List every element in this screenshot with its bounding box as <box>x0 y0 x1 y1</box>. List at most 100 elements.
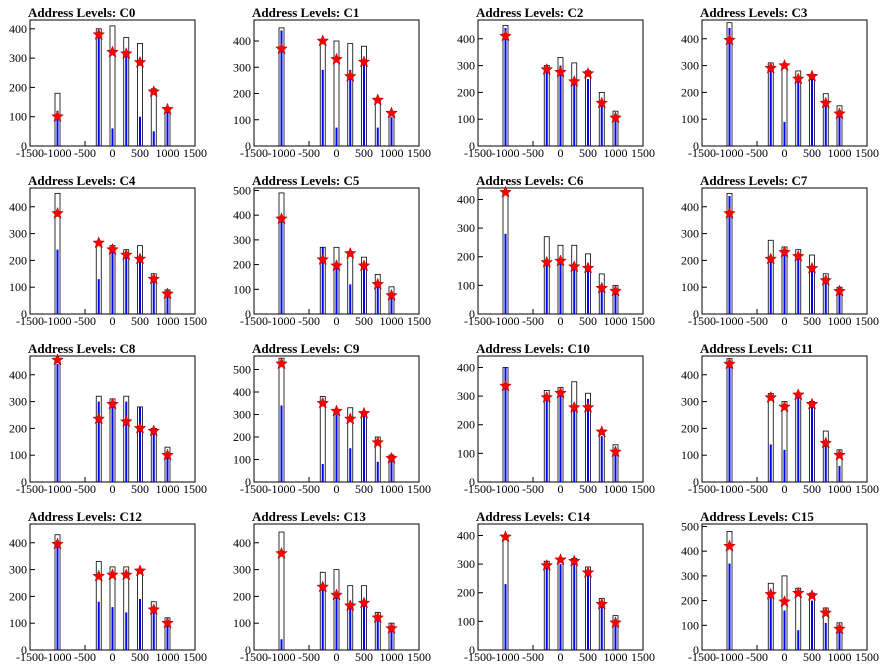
x-tick-label: 1000 <box>380 482 404 496</box>
x-tick-label: 0 <box>782 146 788 160</box>
star-marker <box>723 539 736 552</box>
fill-bar <box>545 70 548 146</box>
x-tick-label: -1000 <box>44 146 72 160</box>
y-tick-label: 300 <box>9 227 27 241</box>
x-tick-label: 1500 <box>183 482 207 496</box>
fill-bar <box>349 448 352 482</box>
chart-title: Address Levels: C10 <box>476 341 590 356</box>
star-marker <box>723 206 736 219</box>
x-tick-label: 1500 <box>183 650 207 664</box>
fill-bar <box>125 255 128 314</box>
fill-bar <box>728 28 731 146</box>
x-tick-label: 1000 <box>380 146 404 160</box>
x-tick-label: -1500 <box>16 314 44 328</box>
fill-bar <box>166 295 169 314</box>
star-marker <box>371 277 385 290</box>
star-marker <box>316 34 330 47</box>
star-marker <box>106 45 119 58</box>
fill-bar <box>390 459 393 482</box>
y-tick-label: 500 <box>233 183 251 197</box>
x-tick-label: 1000 <box>380 314 404 328</box>
fill-bar <box>56 249 59 314</box>
x-tick-label: -500 <box>298 650 320 664</box>
fill-bar <box>797 81 800 146</box>
fill-bar <box>587 575 589 650</box>
fill-bar <box>824 281 827 314</box>
fill-bar <box>783 121 786 146</box>
star-marker <box>595 96 609 109</box>
chart-title: Address Levels: C3 <box>700 5 808 20</box>
x-tick-label: 1000 <box>828 482 852 496</box>
fill-bar <box>545 262 548 314</box>
x-tick-label: 1000 <box>604 650 628 664</box>
fill-bar <box>376 127 379 146</box>
fill-bar <box>125 401 128 482</box>
y-tick-label: 200 <box>9 421 27 435</box>
y-tick-label: 200 <box>9 589 27 603</box>
chart-c7: Address Levels: C7 0 100 200 300 400 -1500 -100… <box>681 173 879 328</box>
y-tick-label: 200 <box>457 586 475 600</box>
chart-title: Address Levels: C1 <box>252 5 359 20</box>
x-tick-label: -500 <box>298 482 320 496</box>
star-marker <box>581 400 595 413</box>
x-tick-label: 0 <box>558 146 564 160</box>
x-tick-label: -1500 <box>240 146 268 160</box>
y-tick-label: 400 <box>9 536 27 550</box>
y-tick-label: 400 <box>681 32 699 46</box>
fill-bar <box>363 64 365 146</box>
x-tick-label: -1000 <box>268 650 296 664</box>
chart-c2: Address Levels: C2 0 100 200 300 400 -1500 -100… <box>457 5 655 160</box>
star-marker <box>275 546 288 559</box>
x-tick-label: 1000 <box>156 146 180 160</box>
x-tick-label: 1500 <box>855 314 879 328</box>
star-marker <box>833 622 846 635</box>
y-tick-label: 0 <box>469 139 475 153</box>
chart-c3: Address Levels: C3 0 100 200 300 400 -1500 -100… <box>681 5 879 160</box>
fill-bar <box>335 127 338 146</box>
y-tick-label: 0 <box>21 307 27 321</box>
y-tick-label: 100 <box>9 280 27 294</box>
star-marker <box>51 537 64 550</box>
x-tick-label: 0 <box>110 482 116 496</box>
chart-title: Address Levels: C11 <box>700 341 813 356</box>
fill-bar <box>363 412 365 482</box>
x-tick-label: 0 <box>334 650 340 664</box>
x-tick-label: -500 <box>522 482 544 496</box>
chart-c13: Address Levels: C13 0 100 200 300 400 -1500 -10… <box>233 509 431 664</box>
y-tick-label: 0 <box>469 475 475 489</box>
x-tick-label: -1000 <box>716 146 744 160</box>
star-marker <box>778 595 791 608</box>
fill-bar <box>838 465 841 482</box>
star-marker <box>147 424 161 437</box>
x-tick-label: -1500 <box>688 650 716 664</box>
fill-bar <box>390 628 393 650</box>
star-marker <box>554 254 567 267</box>
y-tick-label: 400 <box>457 32 475 46</box>
star-marker <box>330 259 343 272</box>
fill-bar <box>139 599 141 650</box>
star-marker <box>540 62 554 76</box>
y-tick-label: 100 <box>457 614 475 628</box>
fill-bar <box>573 404 576 482</box>
chart-title: Address Levels: C6 <box>476 173 584 188</box>
y-tick-label: 400 <box>233 536 251 550</box>
star-marker <box>764 390 778 403</box>
x-tick-label: 500 <box>131 650 149 664</box>
x-tick-label: 500 <box>803 314 821 328</box>
fill-bar <box>838 292 841 314</box>
y-tick-label: 200 <box>681 594 699 608</box>
chart-title: Address Levels: C7 <box>700 173 808 188</box>
y-tick-label: 400 <box>681 368 699 382</box>
star-marker <box>371 93 385 106</box>
chart-c6: Address Levels: C6 0 100 200 300 400 -1500 -100… <box>457 173 655 328</box>
x-tick-label: -500 <box>522 650 544 664</box>
star-marker <box>764 252 778 265</box>
x-tick-label: 1500 <box>855 650 879 664</box>
fill-bar <box>811 268 813 314</box>
y-tick-label: 200 <box>681 421 699 435</box>
star-marker <box>499 185 512 198</box>
fill-bar <box>335 596 338 650</box>
x-tick-label: 500 <box>355 482 373 496</box>
star-marker <box>499 379 512 392</box>
x-tick-label: -1000 <box>716 314 744 328</box>
